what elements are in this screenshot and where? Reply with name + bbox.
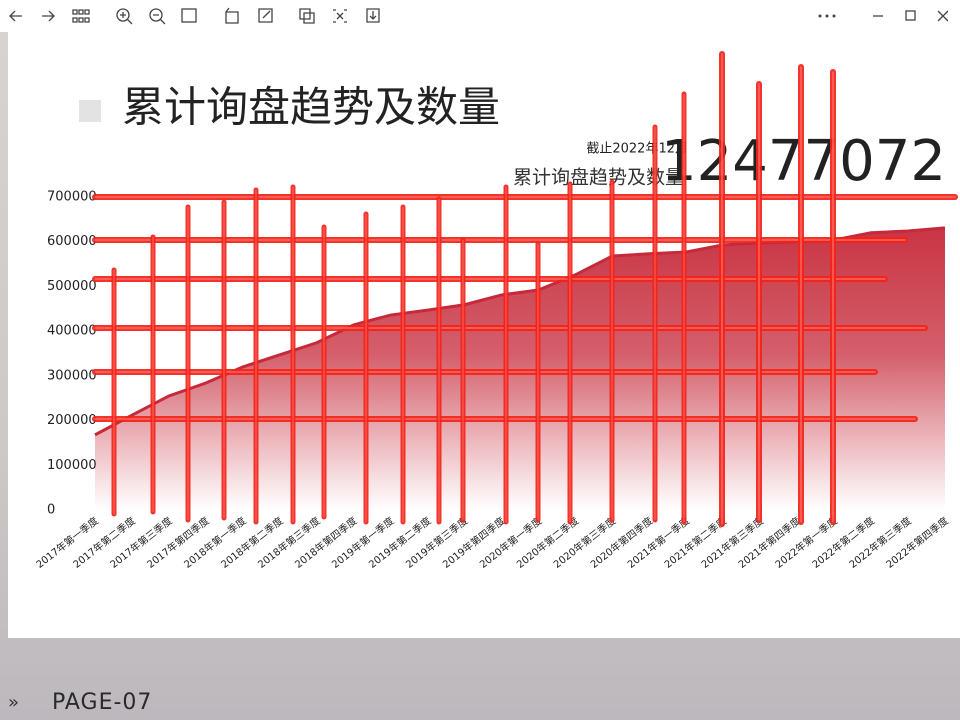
note: 截止2022年12月: [586, 142, 688, 157]
y-tick-label: 200000: [47, 413, 97, 428]
total-label: 累计询盘趋势及数量: [513, 167, 684, 189]
x-tick-label: 2018年第三季度: [255, 514, 322, 571]
maximize-button[interactable]: [905, 10, 916, 21]
toolbar: [0, 0, 960, 32]
annotation-scribbles: [92, 51, 958, 527]
crop-button[interactable]: [333, 9, 347, 23]
y-tick-label: 300000: [47, 368, 97, 383]
x-tick-label: 2017年第四季度: [144, 514, 211, 571]
x-tick-label: 2020年第四季度: [588, 514, 655, 571]
zoom-in-button[interactable]: [116, 8, 133, 25]
x-tick-label: 2017年第一季度: [33, 514, 100, 571]
slide: 累计询盘趋势及数量 截止2022年12月 累计询盘趋势及数量 12477072 …: [8, 32, 960, 638]
back-button[interactable]: [9, 10, 22, 22]
x-tick-label: 2022年第四季度: [883, 514, 950, 571]
zoom-out-button[interactable]: [149, 8, 166, 25]
y-tick-label: 0: [47, 503, 55, 518]
x-tick-label: 2021年第三季度: [699, 514, 766, 571]
x-tick-label: 2017年第三季度: [107, 514, 174, 571]
more-button[interactable]: [818, 14, 836, 18]
page-label: PAGE-07: [52, 690, 153, 715]
y-tick-label: 700000: [47, 190, 97, 205]
edit-button[interactable]: [258, 8, 273, 23]
forward-button[interactable]: [42, 10, 55, 22]
x-tick-label: 2018年第四季度: [292, 514, 359, 571]
x-tick-label: 2021年第四季度: [736, 514, 803, 571]
x-tick-label: 2021年第二季度: [662, 514, 729, 571]
y-tick-label: 500000: [47, 279, 97, 294]
close-button[interactable]: [937, 10, 949, 22]
x-tick-label: 2019年第二季度: [366, 514, 433, 571]
copy-button[interactable]: [299, 8, 315, 24]
nav-arrows[interactable]: »: [8, 692, 20, 713]
grid-button[interactable]: [72, 9, 90, 23]
x-tick-label: 2022年第一季度: [773, 514, 840, 571]
x-tick-label: 2018年第二季度: [218, 514, 285, 571]
rotate-button[interactable]: [225, 7, 239, 24]
slide-title: 累计询盘趋势及数量: [122, 83, 500, 132]
area: [95, 227, 945, 511]
x-tick-label: 2018年第一季度: [181, 514, 248, 571]
toolbar-icons: [9, 7, 949, 25]
x-tick-label: 2019年第一季度: [329, 514, 396, 571]
x-tick-label: 2020年第一季度: [477, 514, 544, 571]
y-tick-label: 400000: [47, 324, 97, 339]
x-tick-label: 2020年第三季度: [551, 514, 618, 571]
x-tick-label: 2022年第二季度: [809, 514, 876, 571]
actual-size-button[interactable]: [181, 8, 197, 23]
y-tick-label: 100000: [47, 458, 97, 473]
title-marker: [79, 100, 101, 122]
x-tick-label: 2017年第二季度: [70, 514, 137, 571]
chart: 累计询盘趋势及数量 截止2022年12月 累计询盘趋势及数量 12477072 …: [33, 51, 958, 571]
x-tick-label: 2022年第三季度: [846, 514, 913, 571]
save-button[interactable]: [366, 8, 380, 23]
x-tick-label: 2019年第四季度: [440, 514, 507, 571]
y-tick-label: 600000: [47, 234, 97, 249]
